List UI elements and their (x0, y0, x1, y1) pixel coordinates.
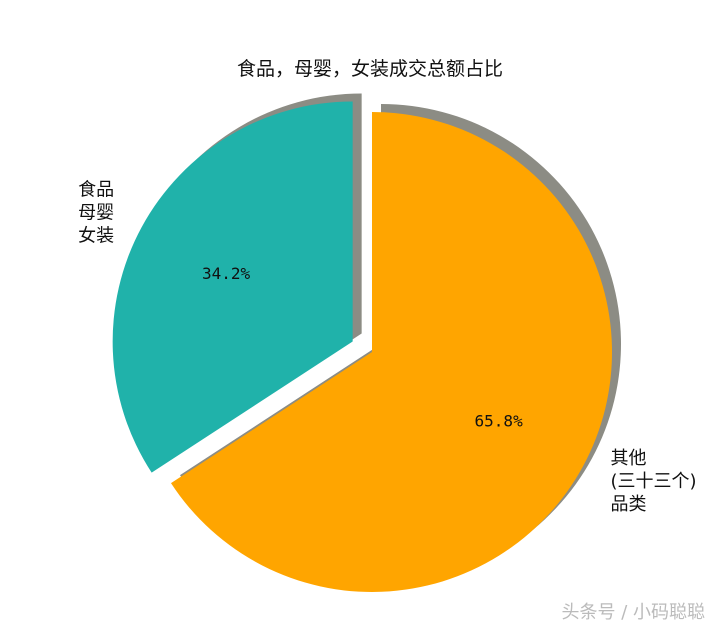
chart-title: 食品，母婴，女装成交总额占比 (237, 58, 503, 80)
slice-category-line: 母婴 (78, 202, 114, 223)
slice-category-line: 品类 (610, 494, 646, 515)
pie-slice-0 (112, 101, 353, 473)
slice-category-line: 食品 (78, 179, 114, 200)
slice-percentage-0: 34.2% (202, 264, 251, 283)
pie-slice-1 (170, 112, 612, 593)
pie-labels: 34.2% 食品母婴女装 65.8% 其他(三十三个)品类 (78, 179, 696, 515)
watermark: 头条号 / 小码聪聪 (561, 602, 705, 623)
slice-category-line: 其他 (610, 448, 646, 469)
slice-category-line: 女装 (78, 225, 114, 246)
pie-slices (112, 101, 612, 593)
slice-category-label-0: 食品母婴女装 (78, 179, 114, 246)
slice-percentage-1: 65.8% (475, 412, 524, 431)
slice-category-line: (三十三个) (610, 471, 696, 492)
slice-category-label-1: 其他(三十三个)品类 (610, 448, 696, 515)
